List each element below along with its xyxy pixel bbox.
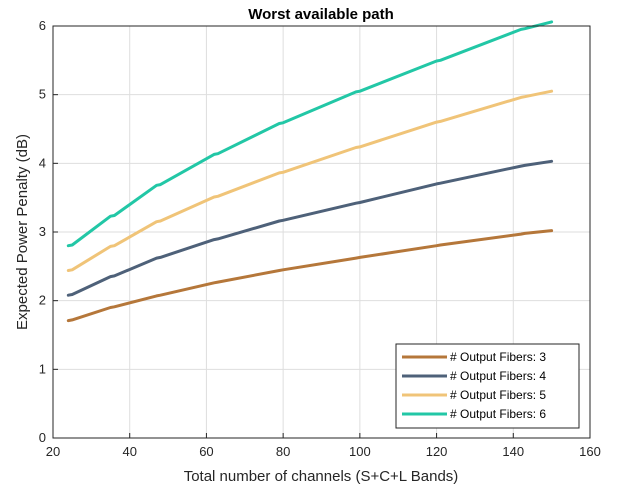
y-tick-label: 4 <box>39 155 46 170</box>
chart-title: Worst available path <box>248 6 394 23</box>
legend-label: # Output Fibers: 5 <box>450 388 546 402</box>
x-tick-label: 80 <box>276 444 290 459</box>
legend-label: # Output Fibers: 6 <box>450 407 546 421</box>
series-lines <box>66 20 554 323</box>
x-tick-label: 100 <box>349 444 371 459</box>
x-tick-label: 60 <box>199 444 213 459</box>
series-line-6-fibers <box>66 20 554 248</box>
x-tick-label: 160 <box>579 444 601 459</box>
legend: # Output Fibers: 3 # Output Fibers: 4 # Ou… <box>395 343 580 429</box>
x-tick-label: 40 <box>122 444 136 459</box>
y-tick-label: 2 <box>39 293 46 308</box>
x-tick-label: 120 <box>426 444 448 459</box>
y-tick-label: 3 <box>39 224 46 239</box>
series-line-4-fibers <box>66 159 554 297</box>
y-axis-label: Expected Power Penalty (dB) <box>14 134 31 330</box>
legend-label: # Output Fibers: 3 <box>450 350 546 364</box>
x-axis-label: Total number of channels (S+C+L Bands) <box>184 468 459 485</box>
y-tick-label: 0 <box>39 430 46 445</box>
y-tick-label: 6 <box>39 18 46 33</box>
x-tick-label: 20 <box>46 444 60 459</box>
ticks: 20 40 60 80 100 120 140 160 0 1 2 3 4 5 6 <box>39 18 601 459</box>
y-tick-label: 5 <box>39 87 46 102</box>
legend-label: # Output Fibers: 4 <box>450 369 546 383</box>
x-tick-label: 140 <box>502 444 524 459</box>
series-line-5-fibers <box>66 89 554 272</box>
series-line-3-fibers <box>66 229 554 323</box>
y-tick-label: 1 <box>39 361 46 376</box>
